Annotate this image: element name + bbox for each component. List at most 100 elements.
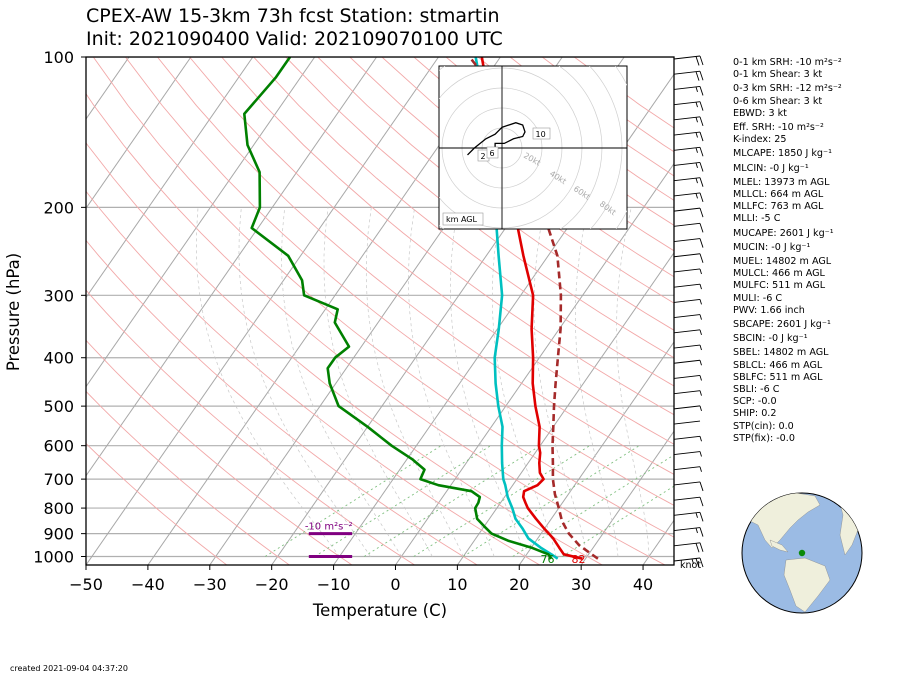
wind-barb-flag — [699, 147, 704, 157]
index-row: 0-1 km SRH: -10 m²s⁻² — [733, 57, 842, 68]
moist-adiabat — [238, 207, 371, 557]
wind-barb-flag — [695, 558, 700, 568]
x-tick-label: 0 — [390, 575, 400, 594]
wind-barb-shaft — [673, 496, 701, 501]
wind-barb-shaft — [673, 314, 701, 319]
wind-barb — [673, 496, 704, 507]
wind-barb-flag — [699, 284, 702, 290]
wind-barb-shaft — [673, 359, 701, 364]
wind-barb-flag — [699, 542, 704, 552]
dry-adiabat — [349, 57, 674, 304]
wind-barb-flag — [699, 101, 704, 111]
isotherm-line — [580, 430, 674, 565]
wind-barb — [673, 146, 704, 157]
dry-adiabat — [86, 442, 228, 565]
wind-barb-shaft — [673, 557, 701, 562]
wind-barb-flag — [695, 193, 698, 199]
wind-barb-flag — [695, 117, 698, 123]
x-tick-label: −10 — [317, 575, 351, 594]
moist-adiabat — [281, 207, 402, 557]
dry-adiabat — [86, 92, 666, 565]
mixing-ratio-line — [364, 445, 541, 557]
wind-barb-flag — [699, 405, 702, 412]
index-row: MULI: -6 C — [733, 292, 783, 304]
wind-barb-flag — [699, 162, 704, 172]
wind-barb-flag — [699, 253, 704, 263]
profile-line — [474, 57, 559, 560]
dry-adiabat — [189, 57, 674, 445]
wind-barb-flag — [699, 527, 704, 537]
index-row: SBLI: -6 C — [733, 384, 780, 396]
hodograph-corner-label: km AGL — [446, 215, 478, 224]
wind-barb-shaft — [673, 298, 701, 303]
hodograph-height-label: 10 — [536, 130, 546, 139]
moist-adiabat — [408, 207, 495, 557]
dry-adiabat — [125, 57, 674, 506]
wind-barb — [673, 329, 702, 335]
wind-barb-flag — [699, 116, 704, 126]
wind-barb — [673, 238, 704, 248]
dry-adiabat — [221, 57, 674, 416]
index-row: MULFC: 511 m AGL — [733, 280, 826, 292]
wind-barb-shaft — [673, 375, 701, 379]
wind-barb-shaft — [673, 451, 701, 455]
wind-barb-flag — [699, 268, 702, 275]
wind-barb — [673, 527, 704, 537]
profile-line — [243, 57, 553, 560]
wind-barb — [673, 207, 704, 218]
wind-barb — [673, 557, 704, 568]
wind-barb — [673, 70, 704, 81]
wind-barb — [673, 253, 704, 263]
wind-barb-flag — [695, 71, 700, 81]
dry-adiabat — [86, 289, 416, 565]
y-tick-label: 1000 — [33, 547, 74, 566]
x-tick-label: 10 — [447, 575, 467, 594]
wind-barb — [673, 177, 704, 187]
dry-adiabat — [157, 57, 674, 475]
hodograph-height-box — [532, 127, 551, 140]
wind-barb — [673, 131, 704, 142]
profile-line — [468, 57, 599, 560]
isotherm-line — [86, 57, 192, 210]
index-row: MUCIN: -0 J kg⁻¹ — [733, 241, 811, 253]
wind-barb-flag — [699, 360, 702, 366]
dry-adiabat — [86, 142, 604, 565]
dry-adiabat — [253, 57, 674, 387]
wind-barb-shaft — [673, 268, 701, 273]
wind-barb-shaft — [673, 85, 701, 90]
wind-barb — [673, 375, 702, 381]
wind-barb — [673, 85, 704, 96]
wind-barb-shaft — [673, 390, 701, 395]
dry-adiabat — [92, 57, 674, 538]
x-tick-label: 30 — [571, 575, 591, 594]
wind-barb-shaft — [673, 177, 701, 182]
wind-barb-shaft — [673, 283, 701, 288]
wind-barb-flag — [695, 527, 698, 534]
wind-barb — [673, 390, 702, 396]
wind-barb-flag — [699, 207, 704, 218]
wind-barb-shaft — [673, 238, 701, 242]
wind-barb-flag — [695, 178, 698, 184]
wind-barb-flag — [699, 86, 704, 96]
index-row: SHIP: 0.2 — [733, 408, 777, 420]
wind-barb — [673, 344, 702, 351]
wind-barb — [673, 511, 704, 522]
landmass-caribbean — [769, 539, 789, 553]
wind-barb — [673, 268, 702, 275]
chart-title-line2: Init: 2021090400 Valid: 202109070100 UTC — [86, 28, 503, 50]
wind-barb-flag — [699, 557, 704, 568]
hodograph-height-label: 2 — [481, 152, 486, 161]
wind-barb-flag — [699, 481, 704, 492]
wind-barb-shaft — [673, 542, 701, 547]
wind-barb-flag — [691, 558, 694, 565]
index-row: SBCAPE: 2601 J kg⁻¹ — [733, 319, 831, 331]
wind-barb-shaft — [673, 511, 701, 516]
wind-barb-flag — [699, 299, 702, 305]
station-marker — [798, 549, 806, 557]
index-row: MULCL: 466 m AGL — [733, 268, 825, 280]
wind-barb-flag — [699, 466, 702, 472]
y-tick-label: 500 — [43, 397, 74, 416]
wind-barb-shaft — [673, 192, 701, 197]
index-row: MUCAPE: 2601 J kg⁻¹ — [733, 227, 834, 239]
